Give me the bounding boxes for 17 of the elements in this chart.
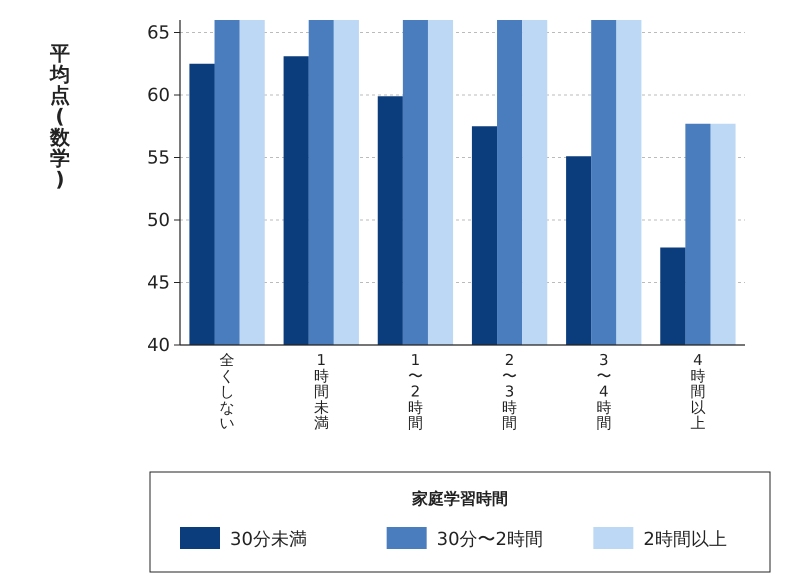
y-tick-label: 50 [147, 210, 170, 231]
legend-label: 30分〜2時間 [436, 529, 544, 550]
y-tick-label: 65 [147, 22, 170, 44]
legend-title: 家庭学習時間 [411, 489, 508, 508]
x-tick-label: 全くしない [220, 351, 235, 432]
y-tick-label: 60 [147, 85, 170, 106]
y-tick-label: 55 [147, 148, 170, 168]
x-tick-label: 3〜4時間 [596, 351, 612, 432]
y-tick-label: 40 [147, 335, 170, 356]
x-tick-label: 1時間未満 [314, 351, 329, 432]
x-tick-label: 1〜2時間 [408, 351, 423, 432]
y-tick-label: 45 [147, 272, 170, 294]
x-tick-label: 4時間以上 [690, 351, 706, 432]
x-tick-label: 2〜3時間 [502, 351, 518, 432]
y-axis-title: 平均点(数学) [49, 41, 71, 191]
legend-label: 30分未満 [230, 529, 307, 550]
legend-label: 2時間以上 [643, 529, 727, 550]
